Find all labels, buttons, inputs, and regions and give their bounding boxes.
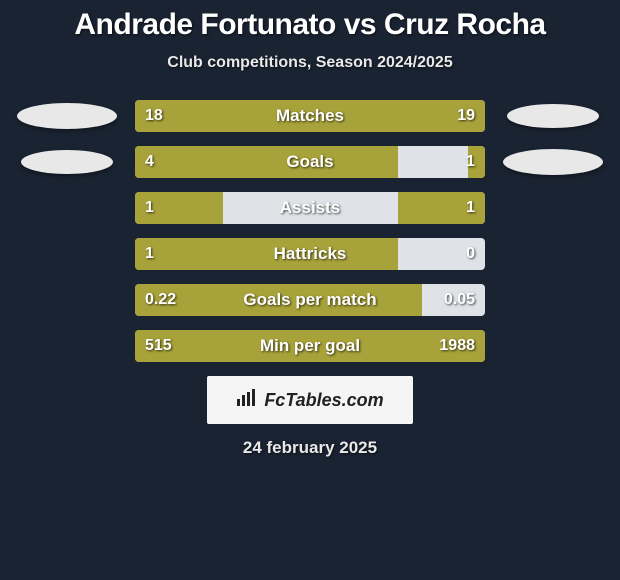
- stat-label: Assists: [280, 198, 340, 218]
- stat-label: Min per goal: [260, 336, 360, 356]
- stat-bar: Goals per match 0.22 0.05: [135, 284, 485, 316]
- stat-label: Hattricks: [274, 244, 347, 264]
- bar-fill-left: [135, 146, 398, 178]
- brand-badge: FcTables.com: [207, 376, 413, 424]
- team-logo-right: [507, 104, 599, 128]
- stat-value-right: 1: [466, 153, 475, 171]
- comparison-infographic: Andrade Fortunato vs Cruz Rocha Club com…: [0, 0, 620, 458]
- team-logo-left: [17, 103, 117, 129]
- stat-value-right: 0: [466, 245, 475, 263]
- stat-value-right: 19: [457, 107, 475, 125]
- stat-rows: Matches 18 19 Goals 4 1 Assists 1 1 Hattricks 1 0 Go…: [0, 100, 620, 362]
- bar-fill-left: [135, 238, 398, 270]
- stat-value-left: 1: [145, 199, 154, 217]
- team-logo-right: [503, 149, 603, 175]
- team-logo-slot-left: [17, 103, 117, 129]
- stat-bar: Goals 4 1: [135, 146, 485, 178]
- date-label: 24 february 2025: [0, 438, 620, 458]
- stat-value-left: 4: [145, 153, 154, 171]
- brand-text: FcTables.com: [264, 390, 383, 411]
- page-title: Andrade Fortunato vs Cruz Rocha: [0, 8, 620, 42]
- stat-label: Goals per match: [243, 290, 376, 310]
- stat-row: Matches 18 19: [0, 100, 620, 132]
- stat-row: Goals 4 1: [0, 146, 620, 178]
- stat-value-left: 1: [145, 245, 154, 263]
- stat-row: Hattricks 1 0: [0, 238, 620, 270]
- stat-value-right: 0.05: [444, 291, 475, 309]
- stat-bar: Hattricks 1 0: [135, 238, 485, 270]
- stat-value-left: 515: [145, 337, 172, 355]
- stat-label: Matches: [276, 106, 344, 126]
- stat-label: Goals: [286, 152, 333, 172]
- team-logo-slot-right: [503, 149, 603, 175]
- subtitle: Club competitions, Season 2024/2025: [0, 54, 620, 72]
- stat-value-left: 18: [145, 107, 163, 125]
- stat-value-right: 1: [466, 199, 475, 217]
- team-logo-slot-left: [17, 150, 117, 174]
- bar-fill-left: [135, 100, 398, 132]
- stat-row: Goals per match 0.22 0.05: [0, 284, 620, 316]
- stat-value-right: 1988: [439, 337, 475, 355]
- team-logo-slot-right: [503, 104, 603, 128]
- stat-row: Min per goal 515 1988: [0, 330, 620, 362]
- stat-bar: Min per goal 515 1988: [135, 330, 485, 362]
- chart-icon: [236, 389, 258, 412]
- stat-row: Assists 1 1: [0, 192, 620, 224]
- team-logo-left: [21, 150, 113, 174]
- stat-bar: Matches 18 19: [135, 100, 485, 132]
- stat-value-left: 0.22: [145, 291, 176, 309]
- stat-bar: Assists 1 1: [135, 192, 485, 224]
